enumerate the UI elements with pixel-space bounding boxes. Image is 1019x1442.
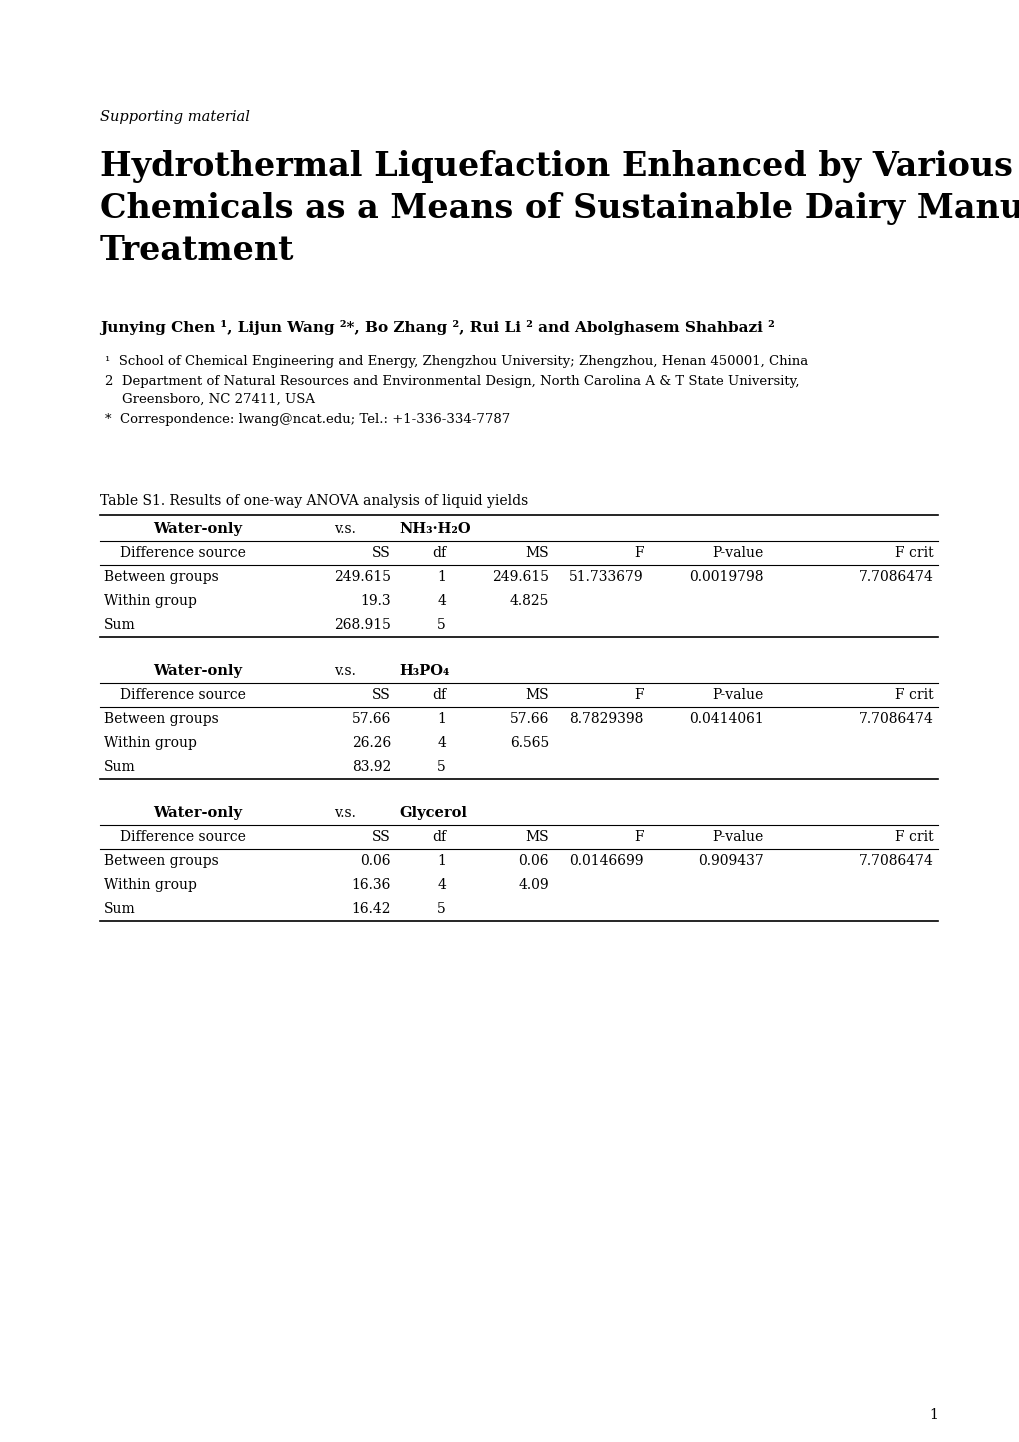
Text: ¹  School of Chemical Engineering and Energy, Zhengzhou University; Zhengzhou, H: ¹ School of Chemical Engineering and Ene… bbox=[105, 355, 807, 368]
Text: Water-only: Water-only bbox=[153, 522, 242, 536]
Text: Greensboro, NC 27411, USA: Greensboro, NC 27411, USA bbox=[105, 394, 315, 407]
Text: df: df bbox=[431, 547, 445, 559]
Text: Sum: Sum bbox=[104, 619, 136, 632]
Text: 5: 5 bbox=[437, 619, 445, 632]
Text: 57.66: 57.66 bbox=[510, 712, 548, 725]
Text: 0.0146699: 0.0146699 bbox=[569, 854, 643, 868]
Text: 57.66: 57.66 bbox=[352, 712, 390, 725]
Text: Table S1. Results of one-way ANOVA analysis of liquid yields: Table S1. Results of one-way ANOVA analy… bbox=[100, 495, 528, 508]
Text: df: df bbox=[431, 688, 445, 702]
Text: df: df bbox=[431, 831, 445, 844]
Text: Glycerol: Glycerol bbox=[398, 806, 467, 820]
Text: 2  Department of Natural Resources and Environmental Design, North Carolina A & : 2 Department of Natural Resources and En… bbox=[105, 375, 799, 388]
Text: 1: 1 bbox=[437, 570, 445, 584]
Text: F crit: F crit bbox=[895, 547, 933, 559]
Text: 0.0414061: 0.0414061 bbox=[689, 712, 763, 725]
Text: P-value: P-value bbox=[712, 831, 763, 844]
Text: Sum: Sum bbox=[104, 760, 136, 774]
Text: Within group: Within group bbox=[104, 878, 197, 893]
Text: 16.42: 16.42 bbox=[352, 903, 390, 916]
Text: Within group: Within group bbox=[104, 735, 197, 750]
Text: v.s.: v.s. bbox=[334, 806, 356, 820]
Text: 4: 4 bbox=[437, 735, 445, 750]
Text: 8.7829398: 8.7829398 bbox=[569, 712, 643, 725]
Text: 249.615: 249.615 bbox=[333, 570, 390, 584]
Text: MS: MS bbox=[525, 831, 548, 844]
Text: Between groups: Between groups bbox=[104, 712, 218, 725]
Text: F: F bbox=[634, 688, 643, 702]
Text: 6.565: 6.565 bbox=[510, 735, 548, 750]
Text: Difference source: Difference source bbox=[120, 688, 246, 702]
Text: F crit: F crit bbox=[895, 831, 933, 844]
Text: P-value: P-value bbox=[712, 547, 763, 559]
Text: v.s.: v.s. bbox=[334, 522, 356, 536]
Text: 83.92: 83.92 bbox=[352, 760, 390, 774]
Text: 0.0019798: 0.0019798 bbox=[689, 570, 763, 584]
Text: 1: 1 bbox=[437, 712, 445, 725]
Text: Treatment: Treatment bbox=[100, 234, 294, 267]
Text: 268.915: 268.915 bbox=[334, 619, 390, 632]
Text: Between groups: Between groups bbox=[104, 570, 218, 584]
Text: SS: SS bbox=[372, 688, 390, 702]
Text: 7.7086474: 7.7086474 bbox=[858, 570, 933, 584]
Text: Water-only: Water-only bbox=[153, 806, 242, 820]
Text: 4: 4 bbox=[437, 878, 445, 893]
Text: v.s.: v.s. bbox=[334, 663, 356, 678]
Text: Junying Chen ¹, Lijun Wang ²*, Bo Zhang ², Rui Li ² and Abolghasem Shahbazi ²: Junying Chen ¹, Lijun Wang ²*, Bo Zhang … bbox=[100, 320, 774, 335]
Text: 4.09: 4.09 bbox=[518, 878, 548, 893]
Text: Difference source: Difference source bbox=[120, 831, 246, 844]
Text: Chemicals as a Means of Sustainable Dairy Manure: Chemicals as a Means of Sustainable Dair… bbox=[100, 192, 1019, 225]
Text: Between groups: Between groups bbox=[104, 854, 218, 868]
Text: Supporting material: Supporting material bbox=[100, 110, 250, 124]
Text: F: F bbox=[634, 831, 643, 844]
Text: 1: 1 bbox=[928, 1407, 937, 1422]
Text: 51.733679: 51.733679 bbox=[569, 570, 643, 584]
Text: 0.06: 0.06 bbox=[360, 854, 390, 868]
Text: SS: SS bbox=[372, 831, 390, 844]
Text: 5: 5 bbox=[437, 760, 445, 774]
Text: 26.26: 26.26 bbox=[352, 735, 390, 750]
Text: NH₃·H₂O: NH₃·H₂O bbox=[398, 522, 470, 536]
Text: Difference source: Difference source bbox=[120, 547, 246, 559]
Text: SS: SS bbox=[372, 547, 390, 559]
Text: 7.7086474: 7.7086474 bbox=[858, 854, 933, 868]
Text: F crit: F crit bbox=[895, 688, 933, 702]
Text: 1: 1 bbox=[437, 854, 445, 868]
Text: Within group: Within group bbox=[104, 594, 197, 609]
Text: P-value: P-value bbox=[712, 688, 763, 702]
Text: H₃PO₄: H₃PO₄ bbox=[398, 663, 448, 678]
Text: Sum: Sum bbox=[104, 903, 136, 916]
Text: 4: 4 bbox=[437, 594, 445, 609]
Text: MS: MS bbox=[525, 688, 548, 702]
Text: *  Correspondence: lwang@ncat.edu; Tel.: +1-336-334-7787: * Correspondence: lwang@ncat.edu; Tel.: … bbox=[105, 412, 510, 425]
Text: 19.3: 19.3 bbox=[360, 594, 390, 609]
Text: Water-only: Water-only bbox=[153, 663, 242, 678]
Text: 0.06: 0.06 bbox=[518, 854, 548, 868]
Text: Hydrothermal Liquefaction Enhanced by Various: Hydrothermal Liquefaction Enhanced by Va… bbox=[100, 150, 1012, 183]
Text: 249.615: 249.615 bbox=[491, 570, 548, 584]
Text: 7.7086474: 7.7086474 bbox=[858, 712, 933, 725]
Text: 4.825: 4.825 bbox=[510, 594, 548, 609]
Text: 5: 5 bbox=[437, 903, 445, 916]
Text: 0.909437: 0.909437 bbox=[698, 854, 763, 868]
Text: 16.36: 16.36 bbox=[352, 878, 390, 893]
Text: MS: MS bbox=[525, 547, 548, 559]
Text: F: F bbox=[634, 547, 643, 559]
